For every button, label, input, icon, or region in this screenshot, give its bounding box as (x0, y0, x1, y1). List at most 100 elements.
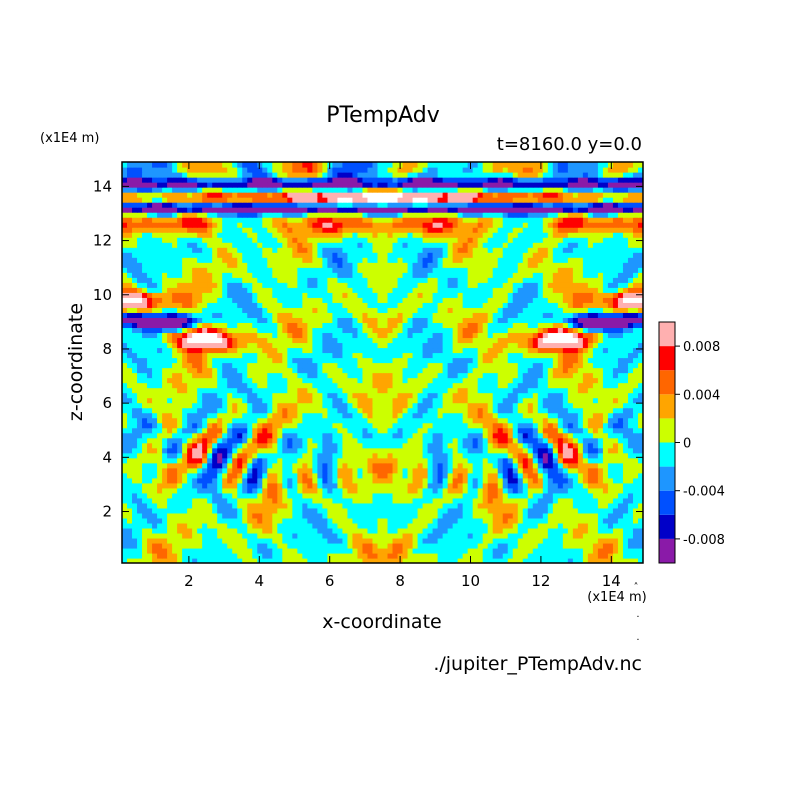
contour-cell (342, 432, 349, 439)
contour-cell (572, 442, 579, 449)
contour-cell (232, 542, 238, 549)
contour-cell (562, 382, 569, 389)
contour-cell (317, 422, 323, 429)
contour-cell (442, 422, 449, 429)
contour-cell (157, 472, 163, 479)
contour-cell (577, 462, 584, 469)
contour-cell (287, 427, 293, 434)
contour-cell (287, 352, 293, 359)
contour-cell (307, 417, 313, 424)
contour-cell (332, 512, 339, 519)
contour-cell (347, 327, 354, 334)
contour-cell (557, 342, 564, 349)
contour-cell (377, 472, 384, 479)
contour-cell (337, 357, 344, 364)
contour-cell (557, 517, 564, 524)
contour-cell (472, 337, 479, 344)
contour-cell (422, 332, 429, 339)
contour-cell (427, 357, 434, 364)
contour-cell (572, 337, 579, 344)
contour-cell (562, 442, 569, 449)
contour-cell (442, 357, 449, 364)
contour-cell (637, 377, 643, 384)
contour-cell (382, 542, 389, 549)
contour-cell (182, 497, 188, 504)
contour-cell (617, 402, 624, 409)
contour-cell (327, 352, 333, 359)
contour-cell (247, 467, 253, 474)
contour-cell (292, 477, 298, 484)
contour-cell (367, 347, 374, 354)
contour-cell (147, 542, 153, 549)
contour-cell (382, 522, 389, 529)
contour-cell (442, 467, 449, 474)
contour-cell (282, 462, 288, 469)
contour-cell (127, 352, 133, 359)
contour-cell (237, 507, 243, 514)
contour-cell (172, 482, 178, 489)
contour-cell (322, 467, 328, 474)
contour-cell (287, 492, 293, 499)
contour-cell (602, 502, 609, 509)
contour-cell (342, 352, 349, 359)
contour-cell (572, 552, 579, 559)
contour-cell (257, 557, 263, 563)
contour-cell (587, 322, 594, 329)
contour-cell (327, 542, 333, 549)
contour-cell (482, 402, 489, 409)
contour-cell (482, 347, 489, 354)
contour-cell (622, 522, 629, 529)
contour-cell (597, 422, 604, 429)
contour-cell (572, 387, 579, 394)
contour-cell (162, 342, 168, 349)
contour-cell (437, 502, 444, 509)
contour-cell (302, 322, 308, 329)
contour-cell (357, 497, 364, 504)
contour-cell (147, 422, 153, 429)
contour-cell (232, 337, 238, 344)
contour-cell (637, 532, 643, 539)
contour-cell (282, 357, 288, 364)
contour-cell (172, 367, 178, 374)
contour-cell (357, 367, 364, 374)
contour-cell (267, 522, 273, 529)
contour-cell (437, 472, 444, 479)
contour-cell (572, 477, 579, 484)
contour-cell (467, 512, 474, 519)
contour-cell (282, 507, 288, 514)
contour-cell (362, 527, 369, 534)
contour-cell (487, 537, 494, 544)
contour-cell (622, 417, 629, 424)
contour-cell (312, 497, 318, 504)
contour-cell (312, 347, 318, 354)
contour-cell (572, 347, 579, 354)
contour-cell (352, 367, 359, 374)
contour-cell (482, 477, 489, 484)
contour-cell (467, 367, 474, 374)
contour-cell (197, 392, 203, 399)
contour-cell (237, 462, 243, 469)
contour-cell (482, 397, 489, 404)
contour-cell (287, 487, 293, 494)
contour-cell (437, 397, 444, 404)
contour-cell (547, 462, 554, 469)
contour-cell (342, 447, 349, 454)
contour-cell (417, 337, 424, 344)
contour-cell (582, 427, 589, 434)
contour-cell (482, 362, 489, 369)
contour-cell (512, 482, 519, 489)
contour-cell (447, 452, 454, 459)
contour-cell (122, 547, 128, 554)
contour-cell (232, 547, 238, 554)
contour-cell (557, 452, 564, 459)
contour-cell (202, 322, 208, 329)
contour-cell (262, 362, 268, 369)
contour-cell (637, 462, 643, 469)
contour-cell (457, 482, 464, 489)
contour-cell (417, 527, 424, 534)
contour-cell (602, 492, 609, 499)
contour-cell (342, 347, 349, 354)
contour-cell (442, 367, 449, 374)
contour-cell (132, 512, 138, 519)
contour-cell (497, 347, 504, 354)
